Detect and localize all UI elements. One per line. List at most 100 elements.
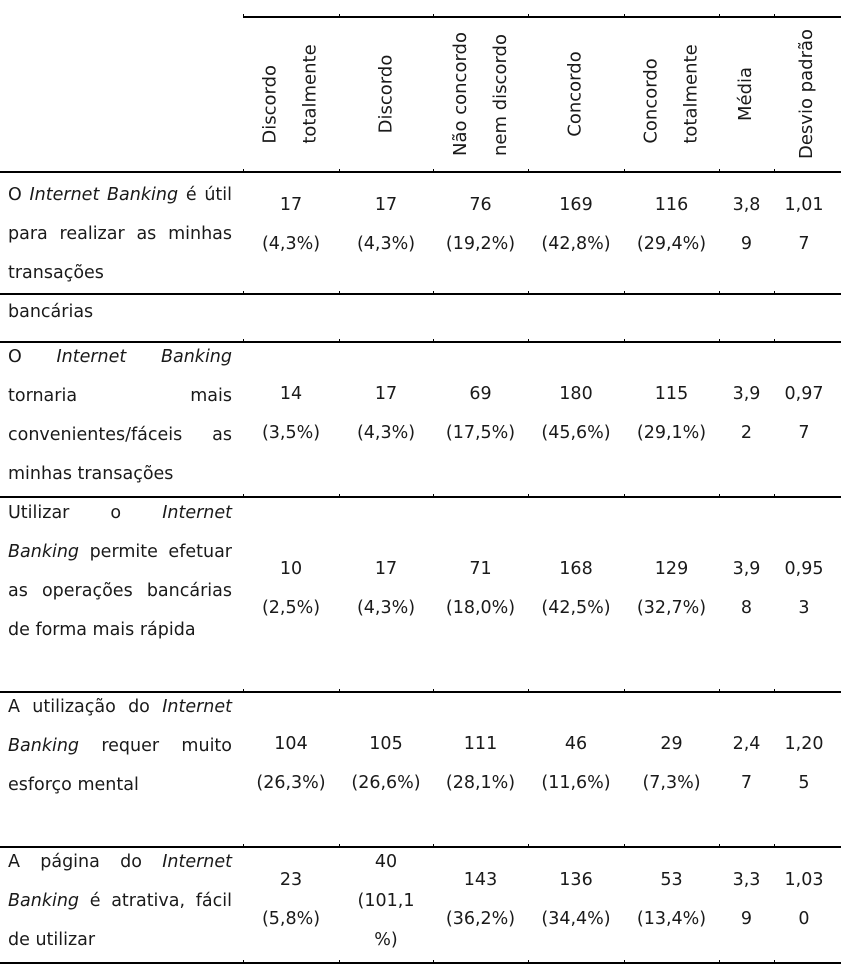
column-tick xyxy=(243,960,244,964)
cell-std-dev: 0,95 3 xyxy=(784,559,824,618)
column-header-std-dev: Desvio padrão xyxy=(796,28,818,160)
cell-disagree: 17 (4,3%) xyxy=(356,195,416,254)
column-tick xyxy=(624,689,625,693)
cell-disagree: 105 (26,6%) xyxy=(351,734,421,793)
cell-neutral: 143 (36,2%) xyxy=(445,870,516,929)
cell-strongly-agree: 53 (13,4%) xyxy=(636,870,707,929)
cell-strongly-disagree: 23 (5,8%) xyxy=(261,870,321,929)
column-tick xyxy=(528,689,529,693)
cell-strongly-disagree: 10 (2,5%) xyxy=(261,559,321,618)
column-tick xyxy=(243,291,244,295)
column-tick xyxy=(243,689,244,693)
column-tick xyxy=(719,960,720,964)
cell-strongly-agree: 115 (29,1%) xyxy=(636,384,707,443)
column-tick xyxy=(774,14,775,18)
column-tick xyxy=(719,291,720,295)
cell-mean: 3,3 9 xyxy=(732,870,761,929)
column-tick xyxy=(433,339,434,343)
column-tick xyxy=(774,169,775,173)
table-top-rule xyxy=(243,16,841,18)
column-tick xyxy=(528,14,529,18)
column-tick xyxy=(243,169,244,173)
cell-std-dev: 0,97 7 xyxy=(784,384,824,443)
cell-std-dev: 1,03 0 xyxy=(784,870,824,929)
column-tick xyxy=(433,960,434,964)
column-tick xyxy=(433,291,434,295)
column-tick xyxy=(528,844,529,848)
header-bottom-rule xyxy=(0,171,841,173)
row-statement: Utilizar o Internet Banking permite efet… xyxy=(8,503,232,640)
column-tick xyxy=(433,169,434,173)
column-tick xyxy=(339,169,340,173)
column-tick xyxy=(719,844,720,848)
cell-strongly-agree: 129 (32,7%) xyxy=(636,559,707,618)
row-rule xyxy=(0,691,841,693)
column-tick xyxy=(243,844,244,848)
column-tick xyxy=(339,844,340,848)
column-tick xyxy=(528,339,529,343)
column-tick xyxy=(243,339,244,343)
column-tick xyxy=(719,689,720,693)
cell-mean: 2,4 7 xyxy=(732,734,761,793)
column-tick xyxy=(624,960,625,964)
column-tick xyxy=(339,689,340,693)
column-tick xyxy=(624,291,625,295)
column-header-agree: Concordo xyxy=(564,51,586,137)
column-tick xyxy=(774,291,775,295)
column-tick xyxy=(339,14,340,18)
column-tick xyxy=(339,339,340,343)
column-header-mean: Média xyxy=(735,66,757,122)
row-rule xyxy=(0,293,841,295)
column-tick xyxy=(243,494,244,498)
column-tick xyxy=(243,14,244,18)
column-tick xyxy=(528,494,529,498)
cell-strongly-agree: 116 (29,4%) xyxy=(636,195,707,254)
column-tick xyxy=(339,494,340,498)
cell-neutral: 71 (18,0%) xyxy=(445,559,516,618)
row-rule xyxy=(0,496,841,498)
cell-neutral: 111 (28,1%) xyxy=(445,734,516,793)
column-tick xyxy=(528,960,529,964)
cell-agree: 136 (34,4%) xyxy=(541,870,611,929)
cell-std-dev: 1,01 7 xyxy=(784,195,824,254)
column-tick xyxy=(624,494,625,498)
column-header-strongly-disagree: Discordo totalmente xyxy=(260,44,321,144)
column-tick xyxy=(433,689,434,693)
column-tick xyxy=(719,14,720,18)
row-statement-overflow: bancárias xyxy=(8,302,94,322)
column-tick xyxy=(774,494,775,498)
cell-mean: 3,8 9 xyxy=(732,195,761,254)
column-tick xyxy=(624,14,625,18)
column-tick xyxy=(774,689,775,693)
column-header-neutral: Não concordo nem discordo xyxy=(449,32,511,156)
cell-agree: 180 (45,6%) xyxy=(541,384,611,443)
cell-disagree: 17 (4,3%) xyxy=(356,559,416,618)
column-tick xyxy=(433,494,434,498)
column-tick xyxy=(774,960,775,964)
column-tick xyxy=(433,844,434,848)
cell-strongly-disagree: 104 (26,3%) xyxy=(256,734,326,793)
cell-mean: 3,9 2 xyxy=(732,384,761,443)
column-tick xyxy=(624,844,625,848)
column-tick xyxy=(774,844,775,848)
column-tick xyxy=(433,14,434,18)
column-tick xyxy=(624,169,625,173)
row-statement: A página do Internet Banking é atrativa,… xyxy=(8,852,232,950)
row-rule xyxy=(0,846,841,848)
cell-neutral: 76 (19,2%) xyxy=(445,195,516,254)
column-header-disagree: Discordo xyxy=(374,54,396,134)
column-tick xyxy=(719,494,720,498)
cell-disagree: 40 (101,1%) xyxy=(357,852,415,950)
column-tick xyxy=(719,339,720,343)
column-tick xyxy=(719,169,720,173)
column-tick xyxy=(339,960,340,964)
cell-agree: 169 (42,8%) xyxy=(541,195,611,254)
column-tick xyxy=(528,169,529,173)
column-tick xyxy=(624,339,625,343)
cell-neutral: 69 (17,5%) xyxy=(445,384,516,443)
cell-agree: 46 (11,6%) xyxy=(541,734,611,793)
row-rule xyxy=(0,341,841,343)
column-tick xyxy=(339,291,340,295)
row-statement: A utilização do Internet Banking requer … xyxy=(8,697,232,795)
cell-strongly-agree: 29 (7,3%) xyxy=(642,734,701,793)
